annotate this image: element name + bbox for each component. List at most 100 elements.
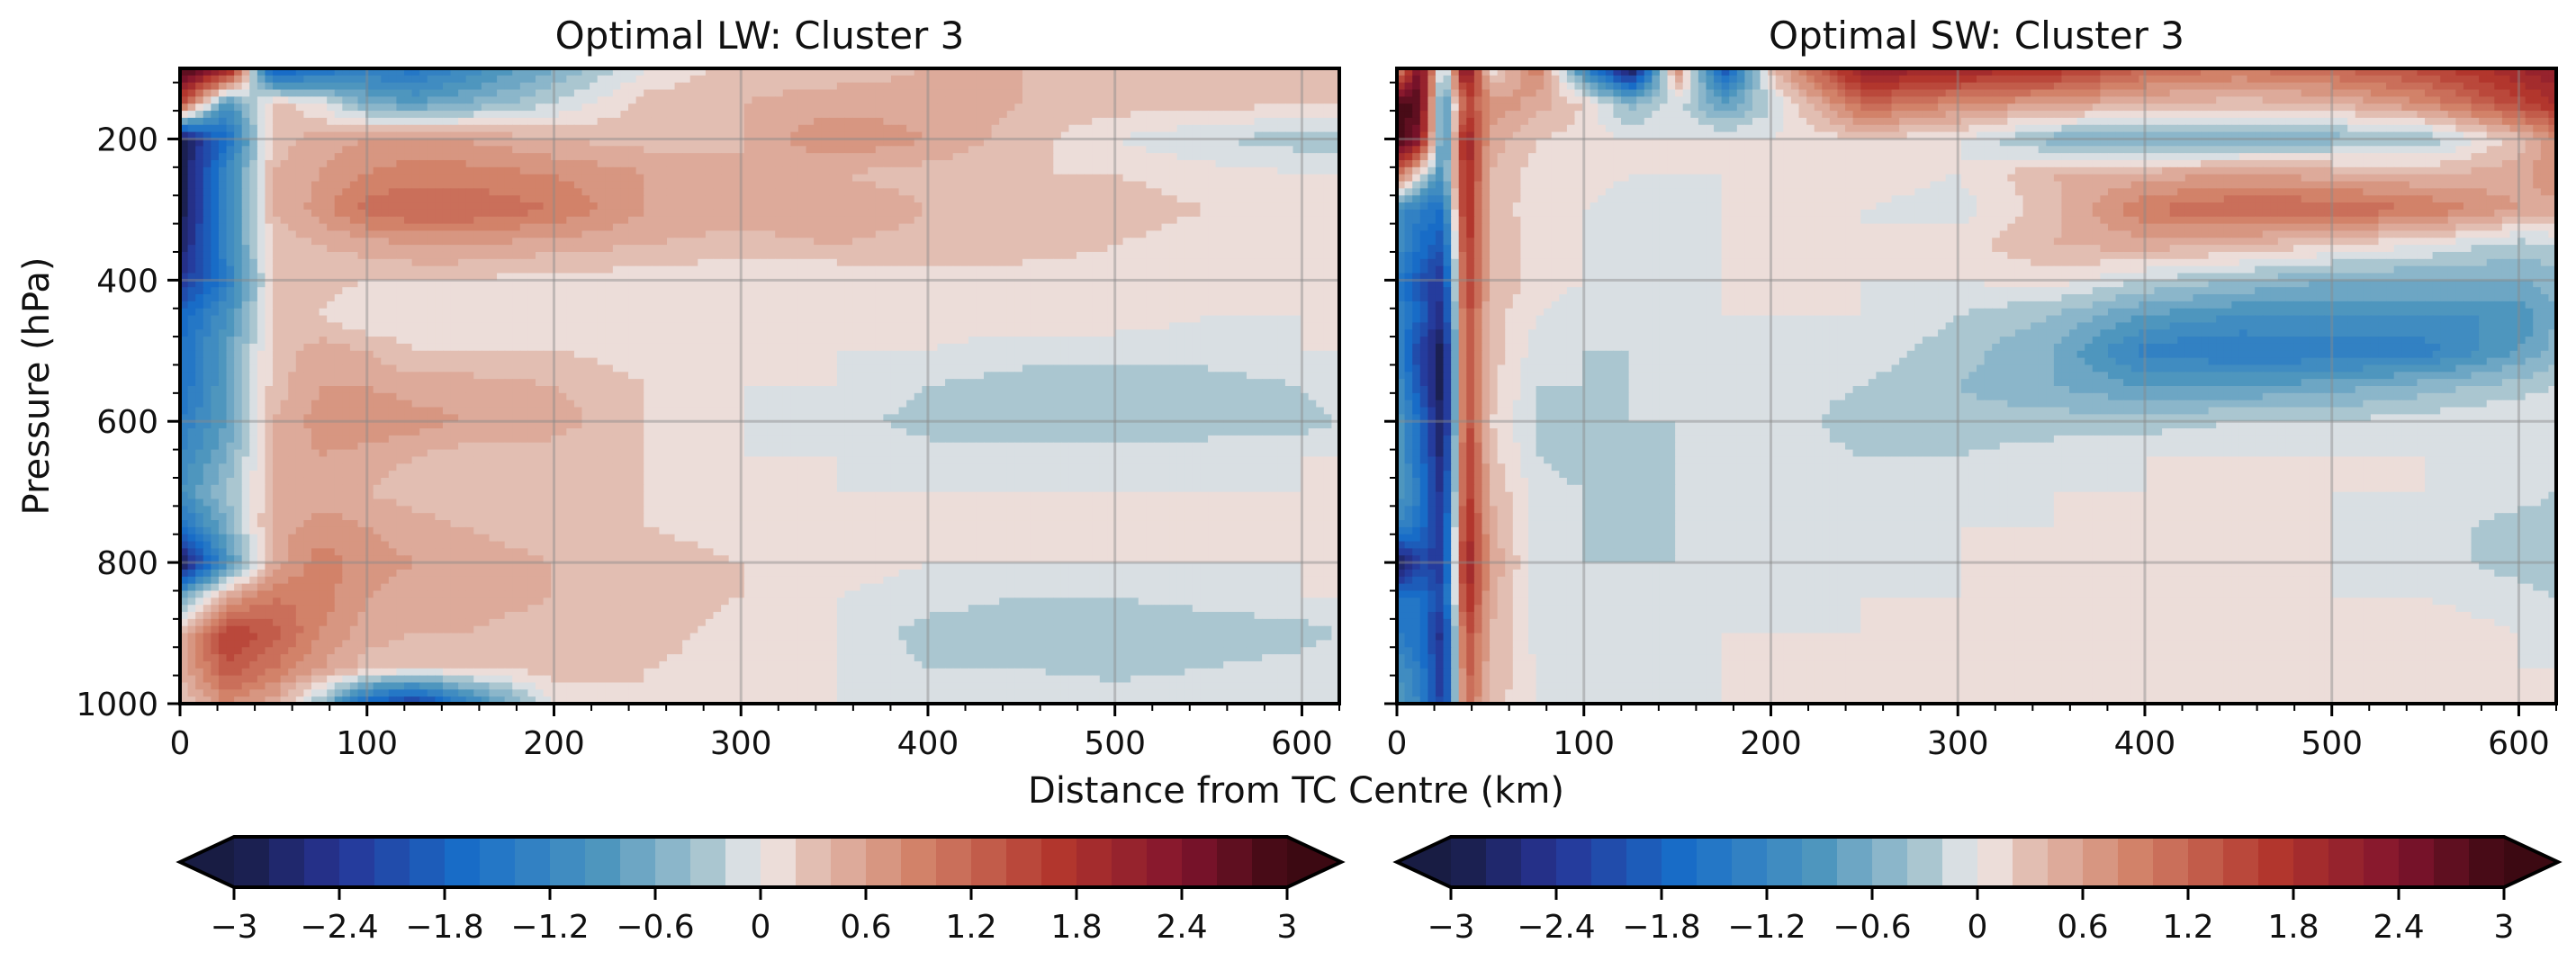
- contour-cell: [1277, 96, 1285, 103]
- contour-cell: [389, 195, 397, 202]
- contour-cell: [1223, 210, 1231, 217]
- contour-cell: [1007, 111, 1015, 118]
- contour-cell: [1139, 111, 1147, 118]
- contour-cell: [690, 266, 698, 274]
- contour-cell: [590, 76, 598, 83]
- contour-cell: [1247, 202, 1255, 210]
- contour-cell: [195, 252, 203, 259]
- contour-cell: [775, 252, 783, 259]
- contour-cell: [1100, 252, 1108, 259]
- contour-cell: [1061, 125, 1069, 132]
- contour-cell: [1092, 188, 1100, 195]
- contour-cell: [844, 146, 852, 153]
- contour-cell: [760, 111, 768, 118]
- contour-cell: [1046, 118, 1054, 125]
- contour-cell: [652, 294, 660, 301]
- contour-cell: [1100, 76, 1108, 83]
- contour-cell: [752, 182, 760, 189]
- contour-cell: [729, 103, 737, 111]
- contour-cell: [396, 175, 404, 182]
- contour-cell: [249, 90, 257, 97]
- contour-cell: [1162, 252, 1170, 259]
- contour-cell: [443, 210, 451, 217]
- contour-cell: [1053, 111, 1061, 118]
- contour-cell: [1309, 202, 1317, 210]
- contour-cell: [1223, 252, 1231, 259]
- contour-cell: [698, 125, 706, 132]
- contour-cell: [203, 111, 212, 118]
- contour-cell: [566, 245, 574, 252]
- contour-cell: [1038, 96, 1046, 103]
- contour-cell: [682, 230, 690, 238]
- contour-cell: [690, 245, 698, 252]
- contour-cell: [327, 153, 335, 160]
- contour-cell: [1285, 287, 1293, 294]
- contour-cell: [1061, 245, 1069, 252]
- contour-cell: [1177, 202, 1185, 210]
- contour-cell: [760, 103, 768, 111]
- contour-cell: [428, 83, 436, 90]
- contour-cell: [806, 83, 815, 90]
- contour-cell: [1193, 167, 1201, 175]
- contour-cell: [1177, 96, 1185, 103]
- contour-cell: [428, 210, 436, 217]
- contour-cell: [1022, 188, 1031, 195]
- contour-cell: [760, 125, 768, 132]
- contour-cell: [1208, 118, 1216, 125]
- contour-cell: [721, 238, 729, 245]
- contour-cell: [1092, 217, 1100, 224]
- contour-cell: [652, 210, 660, 217]
- contour-cell: [721, 146, 729, 153]
- contour-cell: [520, 96, 528, 103]
- contour-cell: [1184, 230, 1193, 238]
- contour-cell: [1022, 103, 1031, 111]
- contour-cell: [428, 301, 436, 309]
- contour-cell: [1123, 245, 1131, 252]
- contour-cell: [752, 287, 760, 294]
- contour-cell: [249, 153, 257, 160]
- contour-cell: [320, 238, 328, 245]
- contour-cell: [350, 153, 358, 160]
- contour-cell: [675, 125, 683, 132]
- contour-cell: [265, 224, 273, 231]
- contour-cell: [1247, 90, 1255, 97]
- contour-cell: [473, 118, 482, 125]
- contour-cell: [1270, 83, 1278, 90]
- contour-cell: [814, 167, 822, 175]
- contour-cell: [296, 182, 304, 189]
- contour-cell: [1014, 153, 1022, 160]
- contour-cell: [234, 301, 242, 309]
- contour-cell: [559, 202, 567, 210]
- contour-cell: [590, 103, 598, 111]
- contour-cell: [1216, 287, 1224, 294]
- contour-cell: [281, 202, 289, 210]
- contour-cell: [374, 167, 382, 175]
- contour-cell: [1130, 160, 1139, 167]
- contour-cell: [536, 266, 544, 274]
- contour-cell: [760, 230, 768, 238]
- contour-cell: [466, 146, 474, 153]
- contour-cell: [868, 287, 876, 294]
- contour-cell: [1130, 118, 1139, 125]
- contour-cell: [1115, 217, 1123, 224]
- contour-cell: [505, 210, 513, 217]
- contour-cell: [234, 90, 242, 97]
- contour-cell: [992, 259, 1000, 266]
- contour-cell: [404, 160, 412, 167]
- contour-cell: [512, 76, 520, 83]
- contour-cell: [598, 111, 606, 118]
- contour-cell: [1068, 167, 1076, 175]
- contour-cell: [335, 118, 343, 125]
- contour-cell: [729, 238, 737, 245]
- contour-cell: [451, 224, 459, 231]
- contour-cell: [628, 202, 636, 210]
- contour-cell: [984, 90, 992, 97]
- contour-cell: [837, 96, 845, 103]
- contour-cell: [620, 175, 628, 182]
- contour-cell: [675, 96, 683, 103]
- contour-cell: [930, 182, 938, 189]
- contour-cell: [389, 153, 397, 160]
- contour-cell: [713, 195, 721, 202]
- contour-cell: [335, 182, 343, 189]
- contour-cell: [706, 90, 714, 97]
